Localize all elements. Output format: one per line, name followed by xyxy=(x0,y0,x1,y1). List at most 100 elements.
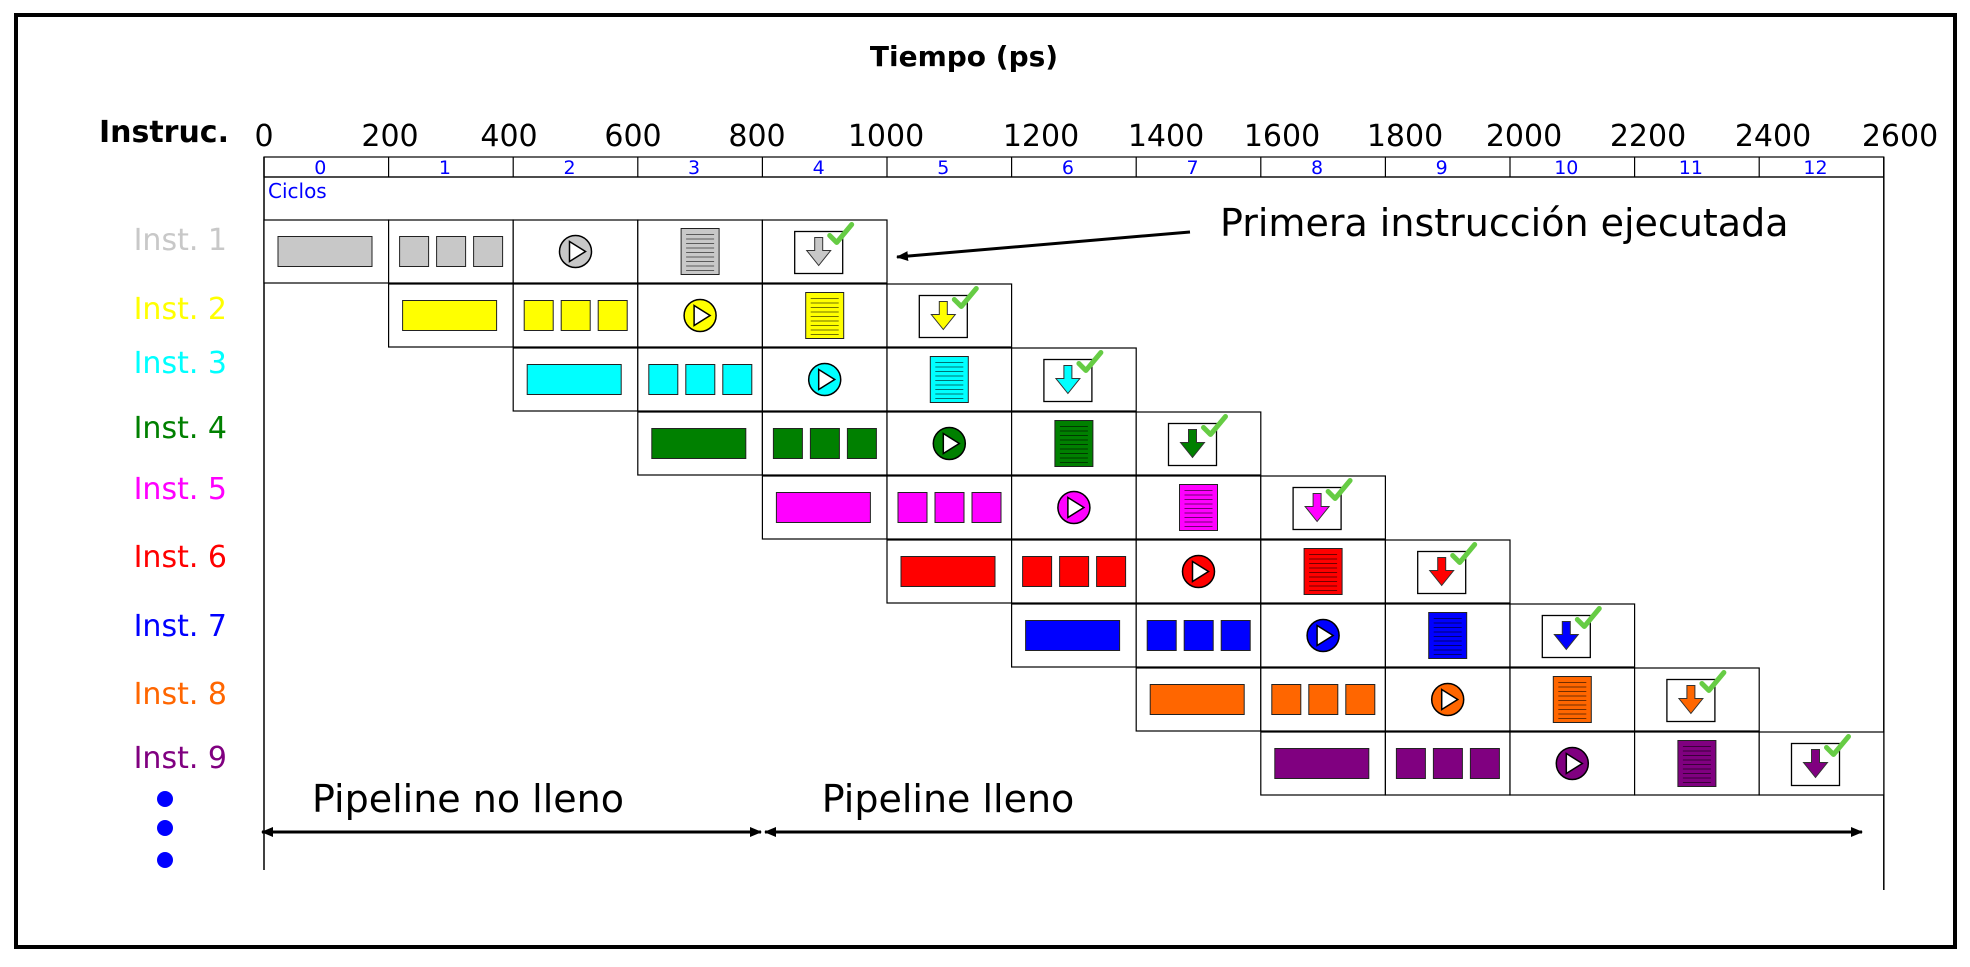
decode-squares-icon xyxy=(1022,556,1127,587)
instruction-row: Inst. 2 xyxy=(134,283,1013,348)
instruction-label: Inst. 1 xyxy=(134,223,227,258)
instruction-label: Inst. 7 xyxy=(134,609,227,644)
fetch-bar-icon xyxy=(651,428,747,459)
instruction-row: Inst. 4 xyxy=(134,411,1262,476)
cycle-number: 4 xyxy=(813,157,825,179)
execute-play-icon xyxy=(932,426,967,461)
fetch-bar-icon xyxy=(900,556,996,587)
annotation-arrow xyxy=(896,230,1191,262)
time-tick-label: 0 xyxy=(254,119,273,154)
writeback-arrow-check-icon xyxy=(1292,478,1353,531)
fetch-bar-icon xyxy=(277,236,373,267)
time-tick-label: 1000 xyxy=(848,119,924,154)
fetch-bar-icon xyxy=(775,492,871,523)
fetch-bar-icon xyxy=(1149,684,1245,715)
time-tick-label: 1400 xyxy=(1128,119,1204,154)
memory-document-icon xyxy=(680,228,720,275)
memory-document-icon xyxy=(1303,548,1343,595)
time-tick-label: 1600 xyxy=(1244,119,1320,154)
time-tick-label: 800 xyxy=(728,119,785,154)
cycle-number: 1 xyxy=(439,157,451,179)
execute-play-icon xyxy=(1306,618,1340,653)
memory-document-icon xyxy=(805,292,845,339)
annotation-text: Primera instrucción ejecutada xyxy=(1220,201,1789,245)
memory-document-icon xyxy=(1054,420,1094,467)
cycle-number: 6 xyxy=(1062,157,1074,179)
decode-squares-icon xyxy=(1271,684,1376,715)
cycle-number: 8 xyxy=(1311,157,1323,179)
instruction-label: Inst. 9 xyxy=(134,741,227,776)
time-tick-label: 1800 xyxy=(1367,119,1443,154)
instruction-row: Inst. 1 xyxy=(134,219,888,284)
instruction-label: Inst. 2 xyxy=(134,292,227,327)
decode-squares-icon xyxy=(523,300,628,331)
memory-document-icon xyxy=(1677,740,1717,787)
instruction-label: Inst. 4 xyxy=(134,411,227,446)
time-tick-label: 2400 xyxy=(1735,119,1811,154)
execute-play-icon xyxy=(1555,746,1590,781)
phase-not-full-label: Pipeline no lleno xyxy=(312,777,624,821)
time-axis: 0 200 400 600 800 1000 1200 1400 1600 1800 2000 220… xyxy=(254,119,1938,154)
ellipsis-dot xyxy=(157,852,173,868)
writeback-arrow-check-icon xyxy=(1541,606,1602,659)
writeback-arrow-check-icon xyxy=(1043,350,1104,403)
execute-play-icon xyxy=(558,234,593,269)
execute-play-icon xyxy=(1181,554,1216,589)
instruction-label: Inst. 5 xyxy=(134,472,227,507)
decode-squares-icon xyxy=(1395,748,1500,779)
cycle-number: 0 xyxy=(314,157,326,179)
decode-squares-icon xyxy=(772,428,877,459)
cycle-number: 7 xyxy=(1186,157,1198,179)
memory-document-icon xyxy=(1552,676,1592,723)
fetch-bar-icon xyxy=(526,364,622,395)
time-tick-label: 2200 xyxy=(1610,119,1686,154)
cycle-number: 11 xyxy=(1679,157,1703,179)
cycles-label: Ciclos xyxy=(268,179,327,203)
writeback-arrow-check-icon xyxy=(918,286,979,339)
memory-document-icon xyxy=(1428,612,1468,659)
time-tick-label: 200 xyxy=(361,119,418,154)
instruction-row: Inst. 7 xyxy=(134,603,1636,668)
diagram-title: Tiempo (ps) xyxy=(870,40,1058,73)
instruction-row: Inst. 3 xyxy=(134,346,1137,412)
cycle-number: 2 xyxy=(563,157,575,179)
execute-play-icon xyxy=(1057,490,1091,525)
row-header: Instruc. xyxy=(99,115,229,150)
decode-squares-icon xyxy=(897,492,1002,523)
memory-document-icon xyxy=(1179,484,1218,531)
decode-squares-icon xyxy=(648,364,753,395)
ellipsis-dot xyxy=(157,820,173,836)
time-tick-label: 2600 xyxy=(1862,119,1938,154)
cycle-number: 3 xyxy=(688,157,700,179)
instruction-row: Inst. 8 xyxy=(134,667,1760,732)
writeback-arrow-check-icon xyxy=(1790,734,1851,787)
ellipsis-dot xyxy=(157,791,173,807)
writeback-arrow-check-icon xyxy=(1167,414,1228,467)
cycle-number: 12 xyxy=(1803,157,1827,179)
fetch-bar-icon xyxy=(402,300,498,331)
memory-document-icon xyxy=(929,356,969,403)
instruction-row: Inst. 9 xyxy=(134,731,1885,796)
decode-squares-icon xyxy=(1146,620,1251,651)
instruction-label: Inst. 8 xyxy=(134,677,227,712)
writeback-arrow-check-icon xyxy=(1666,670,1727,723)
time-tick-label: 400 xyxy=(480,119,537,154)
fetch-bar-icon xyxy=(1274,748,1370,779)
writeback-arrow-check-icon xyxy=(794,222,855,275)
execute-play-icon xyxy=(1430,682,1465,717)
time-tick-label: 2000 xyxy=(1486,119,1562,154)
fetch-bar-icon xyxy=(1025,620,1121,651)
time-tick-label: 600 xyxy=(604,119,661,154)
phase-full-label: Pipeline lleno xyxy=(822,777,1075,821)
time-tick-label: 1200 xyxy=(1003,119,1079,154)
execute-play-icon xyxy=(807,362,842,397)
execute-play-icon xyxy=(683,298,717,333)
writeback-arrow-check-icon xyxy=(1417,542,1478,595)
instruction-row: Inst. 5 xyxy=(134,472,1387,540)
instruction-label: Inst. 3 xyxy=(134,346,227,381)
instruction-rows: Inst. 1 Inst. 2 Inst. 3 Inst. 4 Inst. 5 Inst.… xyxy=(134,219,1885,796)
decode-squares-icon xyxy=(399,236,504,267)
cycle-number: 5 xyxy=(937,157,949,179)
